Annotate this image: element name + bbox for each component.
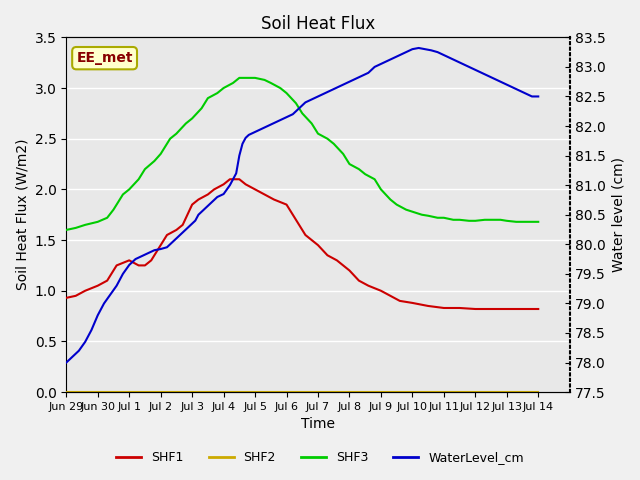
X-axis label: Time: Time [301,418,335,432]
Legend: SHF1, SHF2, SHF3, WaterLevel_cm: SHF1, SHF2, SHF3, WaterLevel_cm [111,446,529,469]
Y-axis label: Water level (cm): Water level (cm) [611,157,625,272]
Title: Soil Heat Flux: Soil Heat Flux [261,15,375,33]
Text: EE_met: EE_met [76,51,133,65]
Y-axis label: Soil Heat Flux (W/m2): Soil Heat Flux (W/m2) [15,139,29,290]
